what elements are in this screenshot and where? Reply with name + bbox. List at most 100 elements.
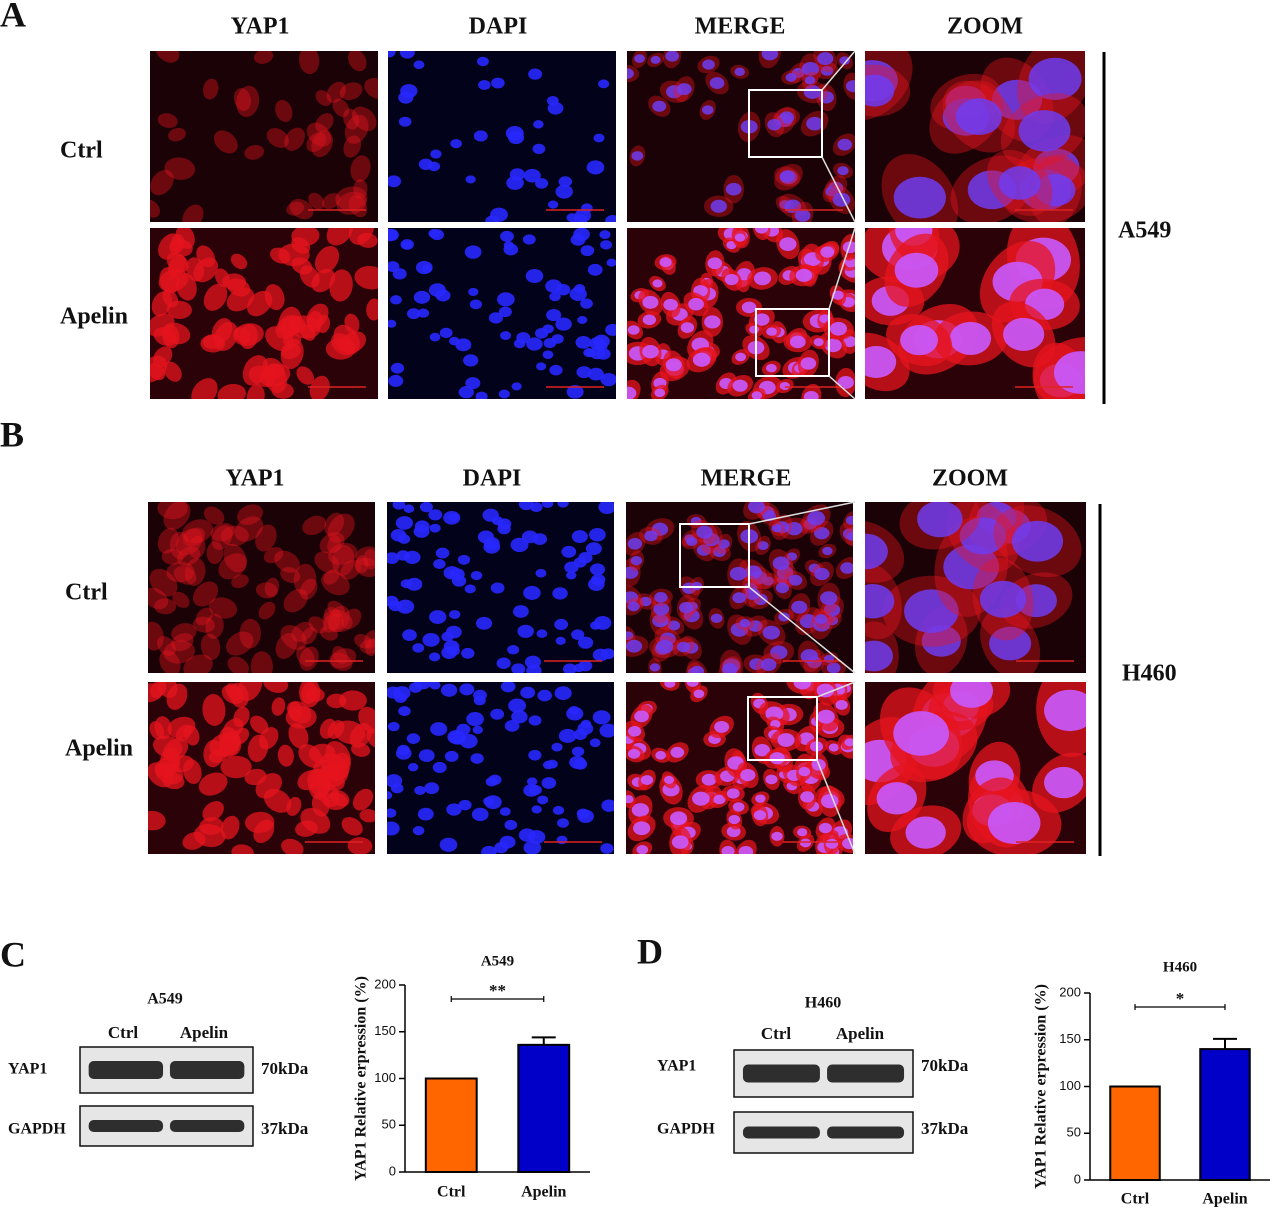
nucleus	[516, 332, 531, 344]
x-tick-label: Apelin	[521, 1184, 566, 1201]
cell	[198, 772, 228, 796]
nucleus	[490, 708, 505, 720]
cell	[258, 601, 276, 620]
nucleus	[543, 337, 557, 349]
cell	[151, 291, 173, 317]
nucleus	[542, 324, 554, 334]
nucleus	[439, 327, 453, 339]
nucleus	[387, 721, 400, 732]
nucleus	[600, 240, 613, 250]
nucleus	[690, 665, 705, 673]
cell	[321, 571, 350, 596]
cell	[220, 525, 249, 547]
nucleus	[450, 138, 462, 149]
micrograph	[388, 51, 616, 222]
nucleus	[680, 322, 695, 333]
nucleus	[390, 295, 402, 305]
nucleus	[820, 246, 835, 258]
cell	[166, 561, 195, 583]
cell	[237, 504, 263, 525]
nucleus	[735, 352, 747, 362]
nucleus	[806, 116, 824, 131]
cell	[283, 588, 308, 613]
cell	[359, 809, 375, 823]
cell	[250, 651, 273, 673]
cell	[306, 122, 332, 147]
band-size: 70kDa	[921, 1056, 969, 1075]
nucleus	[417, 807, 434, 821]
cell	[308, 616, 327, 634]
cell	[255, 582, 278, 599]
cell	[211, 524, 233, 550]
nucleus	[499, 835, 516, 849]
cell	[153, 327, 177, 347]
micrograph-bg	[627, 51, 855, 222]
nucleus	[415, 260, 433, 275]
column-header: MERGE	[701, 466, 792, 492]
nucleus	[734, 233, 746, 242]
nucleus	[627, 748, 641, 759]
cell	[263, 547, 284, 564]
nucleus	[688, 297, 704, 311]
nucleus	[865, 584, 895, 619]
nucleus	[598, 502, 614, 514]
nucleus	[769, 752, 785, 765]
nucleus	[428, 509, 443, 521]
zoom-line	[821, 50, 856, 91]
zoom-box	[755, 308, 830, 377]
band-label: YAP1	[8, 1061, 47, 1078]
micrograph	[148, 502, 375, 673]
cell	[359, 638, 375, 654]
nucleus	[580, 719, 592, 728]
nucleus	[791, 600, 808, 614]
cell	[344, 114, 369, 144]
nucleus	[826, 662, 841, 673]
cell	[319, 718, 337, 739]
cell	[171, 633, 194, 652]
cell	[315, 90, 332, 106]
cell	[153, 346, 173, 368]
cell	[182, 831, 206, 850]
nucleus	[627, 386, 637, 399]
cell	[364, 78, 378, 100]
nucleus	[387, 552, 400, 565]
nucleus	[732, 379, 748, 392]
cell	[354, 265, 378, 290]
cell	[164, 157, 196, 180]
cell	[275, 99, 293, 123]
nucleus	[696, 525, 713, 539]
nucleus	[679, 601, 694, 614]
nucleus	[488, 774, 502, 785]
cell	[350, 155, 371, 183]
nucleus	[650, 55, 661, 64]
cell	[343, 135, 362, 158]
cell	[183, 527, 206, 547]
lane-label: Apelin	[836, 1024, 885, 1043]
cell	[366, 298, 378, 321]
cell	[192, 581, 219, 607]
cell	[157, 113, 178, 129]
cell	[348, 51, 367, 72]
nucleus	[580, 298, 593, 309]
nucleus	[744, 587, 760, 600]
nucleus	[445, 625, 462, 639]
nucleus	[1003, 317, 1045, 351]
nucleus	[390, 362, 405, 374]
cell	[355, 546, 375, 567]
nucleus	[800, 649, 819, 664]
cell	[314, 245, 340, 274]
y-tick-label: 200	[1059, 984, 1081, 999]
nucleus	[549, 292, 561, 302]
nucleus	[464, 584, 476, 594]
nucleus	[521, 530, 538, 544]
cell	[161, 548, 184, 565]
nucleus	[840, 562, 853, 574]
nucleus	[562, 663, 577, 673]
y-tick-label: 150	[374, 1023, 396, 1038]
nucleus	[558, 728, 577, 743]
nucleus	[547, 200, 559, 209]
cell	[286, 201, 305, 216]
cell	[196, 245, 216, 268]
cell	[203, 739, 224, 768]
cell	[281, 838, 304, 854]
